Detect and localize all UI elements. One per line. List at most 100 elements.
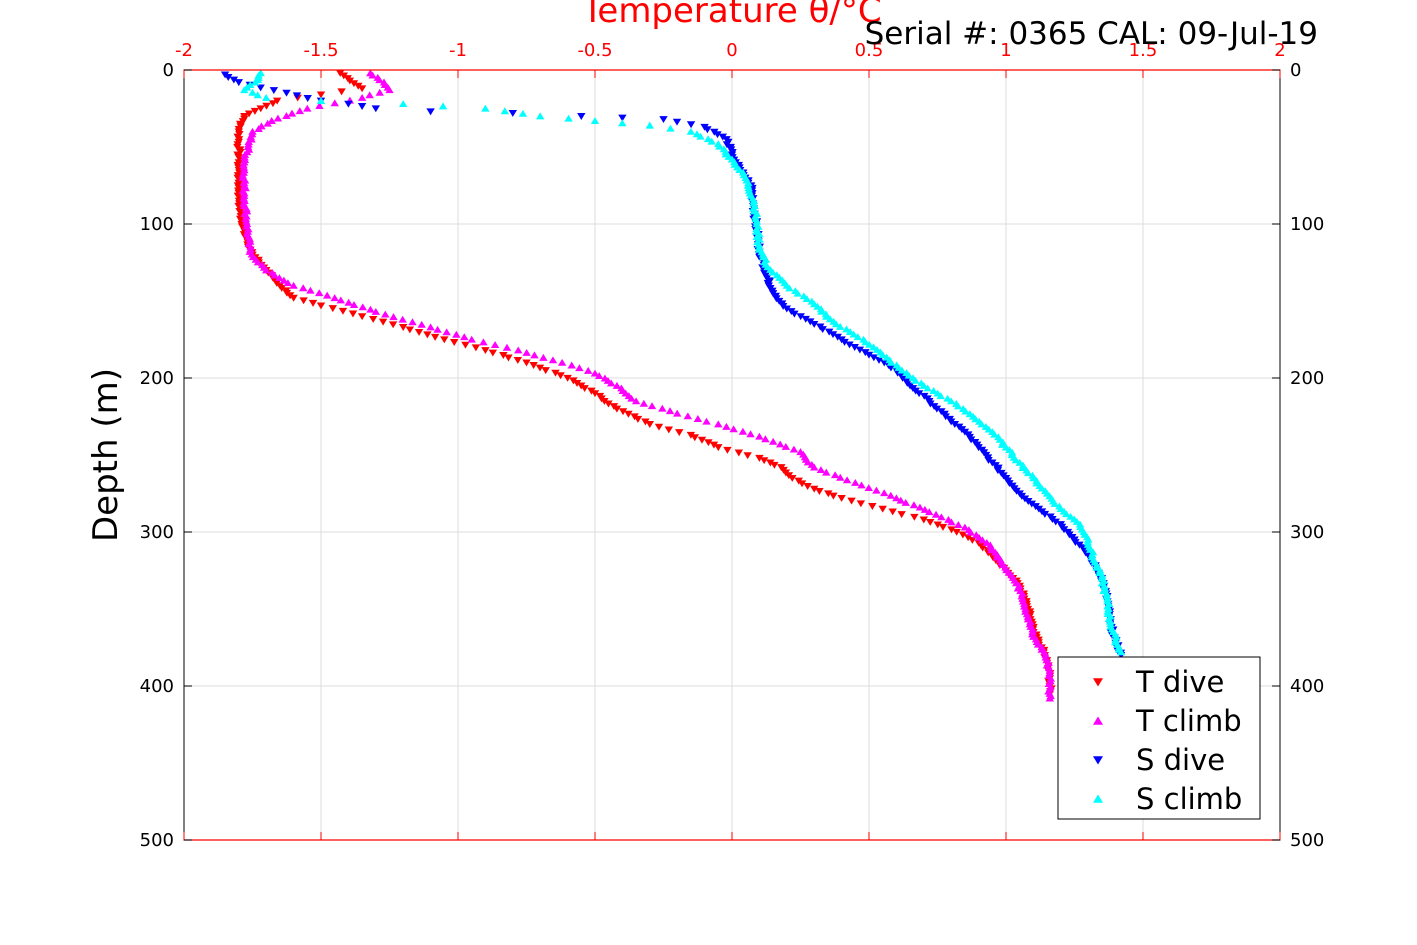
data-point <box>932 405 942 413</box>
data-point <box>357 313 367 321</box>
data-point <box>645 421 654 428</box>
data-point <box>978 536 987 544</box>
data-point <box>604 400 613 408</box>
data-point <box>672 118 682 126</box>
data-point <box>856 500 866 508</box>
data-point <box>659 116 668 124</box>
data-point <box>714 420 723 428</box>
data-point <box>479 338 488 346</box>
data-point <box>797 480 807 488</box>
data-point <box>840 338 849 346</box>
data-point <box>551 369 560 377</box>
series-s-dive <box>220 71 1126 659</box>
data-point <box>348 310 358 318</box>
data-point <box>567 361 576 369</box>
data-point <box>234 79 243 87</box>
data-point <box>267 117 276 124</box>
data-point <box>919 381 928 389</box>
data-point <box>572 379 582 387</box>
data-point <box>925 508 934 516</box>
data-point <box>829 492 838 500</box>
data-point <box>371 105 380 113</box>
data-point <box>295 107 305 115</box>
data-point <box>878 351 887 359</box>
y-tick-label-left: 0 <box>163 60 174 81</box>
data-point <box>755 454 764 462</box>
data-point <box>502 343 512 351</box>
data-point <box>830 471 840 479</box>
x-tick-label: -0.5 <box>577 40 612 61</box>
data-point <box>947 526 956 534</box>
data-point <box>743 452 752 460</box>
data-point <box>851 478 860 486</box>
data-point <box>365 91 374 99</box>
data-point <box>275 274 284 282</box>
data-point <box>627 394 636 402</box>
data-point <box>845 341 854 349</box>
data-point <box>759 457 769 465</box>
data-point <box>316 302 326 310</box>
data-point <box>442 328 451 336</box>
data-point <box>600 397 609 405</box>
data-point <box>272 97 282 105</box>
data-point <box>842 476 852 484</box>
data-point <box>618 114 627 122</box>
data-point <box>861 349 870 357</box>
data-point <box>368 315 378 323</box>
data-point <box>490 341 500 349</box>
data-point <box>338 307 348 315</box>
data-point <box>822 312 831 320</box>
data-point <box>835 322 845 330</box>
data-point <box>256 105 265 113</box>
data-point <box>287 109 297 117</box>
y-tick-label-left: 300 <box>140 522 174 543</box>
data-point <box>344 298 353 306</box>
data-point <box>240 86 249 94</box>
data-point <box>399 324 408 331</box>
x-tick-label: 0.5 <box>855 40 884 61</box>
data-point <box>618 408 628 416</box>
data-point <box>508 109 517 117</box>
data-point <box>541 367 550 375</box>
data-point <box>713 131 722 139</box>
data-point <box>277 284 286 292</box>
y-tick-label-right: 400 <box>1290 676 1324 697</box>
data-point <box>306 286 315 294</box>
data-point <box>768 268 778 276</box>
data-point <box>952 528 961 536</box>
data-point <box>303 104 312 112</box>
legend: T dive T climb S dive S climb <box>1057 656 1261 820</box>
data-point <box>248 88 257 96</box>
x-tick-label: -1 <box>449 40 467 61</box>
data-point <box>251 78 260 86</box>
data-point <box>729 425 738 433</box>
data-point <box>801 315 810 323</box>
data-point <box>984 456 993 464</box>
data-point <box>963 534 973 542</box>
data-point <box>961 407 970 415</box>
data-point <box>664 426 674 434</box>
data-point <box>354 82 363 90</box>
data-point <box>299 297 308 305</box>
data-point <box>872 486 881 494</box>
data-point <box>686 127 696 135</box>
data-point <box>923 384 932 392</box>
data-point <box>793 289 803 297</box>
data-point <box>960 523 970 531</box>
data-point <box>915 503 925 511</box>
data-point <box>641 418 650 426</box>
data-point <box>270 271 279 279</box>
data-point <box>375 76 384 84</box>
data-point <box>426 108 435 116</box>
legend-entries: T dive T climb S dive S climb <box>1093 665 1242 816</box>
data-point <box>803 483 812 490</box>
legend-box <box>1057 656 1261 820</box>
data-point <box>262 266 271 274</box>
data-point <box>738 427 748 435</box>
data-point <box>408 318 417 326</box>
data-point <box>282 112 291 120</box>
data-point <box>722 141 732 149</box>
data-point <box>612 381 622 389</box>
data-point <box>929 387 938 394</box>
data-point <box>898 374 907 382</box>
